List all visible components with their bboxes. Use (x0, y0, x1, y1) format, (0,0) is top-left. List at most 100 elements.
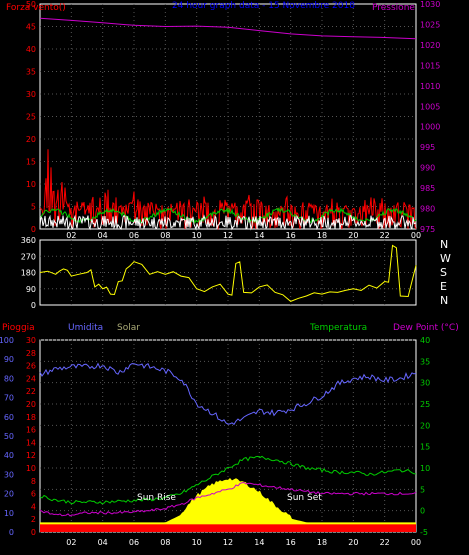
wind-axis-ticks: 0 5 10 15 20 25 30 35 40 45 50 (26, 0, 36, 234)
direction-tick-label: 90 (26, 285, 36, 294)
wind-average-series (39, 206, 417, 224)
x-tick-label: 18 (317, 538, 327, 547)
x-tick-label: 02 (66, 231, 76, 240)
temperature-tick-label: -5 (420, 528, 428, 537)
temperature-label: Temperatura (309, 323, 367, 333)
x-tick-label: 16 (286, 231, 296, 240)
wind-tick-label: 50 (26, 0, 36, 9)
rain-tick-label: 16 (26, 426, 36, 435)
pressure-tick-label: 1025 (420, 20, 440, 29)
rain-tick-label: 6 (31, 490, 36, 499)
x-tick-label: 10 (192, 231, 202, 240)
humidity-tick-label: 100 (0, 336, 14, 345)
x-tick-label: 06 (129, 538, 139, 547)
pressure-tick-label: 1030 (420, 0, 440, 9)
x-tick-label: 12 (223, 231, 233, 240)
rain-tick-label: 12 (26, 451, 36, 460)
pressure-tick-label: 990 (420, 164, 435, 173)
humidity-tick-label: 0 (9, 528, 14, 537)
humidity-tick-label: 40 (4, 451, 14, 460)
humidity-label: Umidita (68, 323, 103, 333)
pressure-label: Pressione (372, 3, 415, 13)
rain-tick-label: 26 (26, 362, 36, 371)
humidity-tick-label: 70 (4, 394, 14, 403)
wind-tick-label: 25 (26, 113, 36, 122)
direction-tick-label: 0 (31, 301, 36, 310)
wind-direction-line (39, 244, 417, 302)
direction-tick-label: 270 (21, 252, 36, 261)
dewpoint-label: Dew Point (°C) (393, 323, 459, 333)
x-tick-label: 12 (223, 538, 233, 547)
humidity-tick-label: 60 (4, 413, 14, 422)
temperature-tick-label: 25 (420, 400, 430, 409)
pressure-tick-label: 975 (420, 225, 435, 234)
wind-tick-label: 10 (26, 180, 36, 189)
panel1-x-ticks: 02 04 06 08 10 12 14 16 18 20 22 00 (66, 231, 421, 240)
humidity-tick-label: 30 (4, 470, 14, 479)
x-tick-label: 14 (254, 538, 264, 547)
x-tick-label: 02 (66, 538, 76, 547)
pressure-tick-label: 1000 (420, 123, 440, 132)
x-tick-label: 20 (348, 231, 358, 240)
wind-tick-label: 35 (26, 68, 36, 77)
compass-label: N (440, 294, 448, 307)
rain-tick-label: 30 (26, 336, 36, 345)
rain-tick-label: 10 (26, 464, 36, 473)
x-tick-label: 14 (254, 231, 264, 240)
humidity-tick-label: 80 (4, 374, 14, 383)
rain-tick-label: 2 (31, 515, 36, 524)
wind-tick-label: 5 (31, 203, 36, 212)
solar-label: Solar (117, 323, 140, 333)
wind-min-series (39, 214, 417, 231)
sunset-annotation: Sun Set (287, 493, 322, 503)
sunrise-annotation: Sun Rise (137, 493, 176, 503)
solar-area (40, 478, 416, 532)
rain-tick-label: 4 (31, 502, 36, 511)
direction-grid (40, 240, 416, 305)
x-tick-label: 20 (348, 538, 358, 547)
x-tick-label: 16 (286, 538, 296, 547)
rain-tick-label: 24 (26, 374, 36, 383)
pressure-tick-label: 1005 (420, 102, 440, 111)
panel3-x-ticks: 02 04 06 08 10 12 14 16 18 20 22 00 (66, 538, 421, 547)
x-tick-label: 06 (129, 231, 139, 240)
rain-tick-label: 14 (26, 438, 36, 447)
pressure-axis-ticks: 975 980 985 990 995 1000 1005 1010 1015 1020 1025 1… (420, 0, 440, 234)
temperature-line (39, 455, 417, 505)
rain-tick-label: 20 (26, 400, 36, 409)
temperature-tick-label: 35 (420, 357, 430, 366)
temperature-axis-ticks: -5 0 5 10 15 20 25 30 35 40 (420, 336, 430, 537)
temperature-tick-label: 30 (420, 379, 430, 388)
wind-gust-series (39, 149, 417, 231)
x-tick-label: 22 (380, 231, 390, 240)
wind-pressure-grid (40, 4, 416, 229)
temperature-tick-label: 15 (420, 443, 430, 452)
pressure-line (39, 17, 417, 40)
temperature-tick-label: 5 (420, 485, 425, 494)
pressure-tick-label: 1010 (420, 82, 440, 91)
wind-tick-label: 45 (26, 23, 36, 32)
pressure-tick-label: 995 (420, 143, 435, 152)
x-tick-label: 04 (98, 538, 108, 547)
x-tick-label: 22 (380, 538, 390, 547)
x-tick-label: 00 (411, 538, 421, 547)
wind-tick-label: 0 (31, 225, 36, 234)
dewpoint-line (39, 481, 417, 517)
humidity-tick-label: 20 (4, 490, 14, 499)
x-tick-label: 18 (317, 231, 327, 240)
chart-title: 24 hour graph data - 15 Novembre 2018 (172, 1, 355, 11)
wind-tick-label: 15 (26, 158, 36, 167)
wind-tick-label: 40 (26, 45, 36, 54)
temperature-tick-label: 20 (420, 421, 430, 430)
pressure-tick-label: 1020 (420, 41, 440, 50)
rain-baseline (40, 524, 416, 532)
compass-label: W (440, 252, 451, 265)
x-tick-label: 10 (192, 538, 202, 547)
humidity-tick-label: 90 (4, 355, 14, 364)
compass-label: E (440, 280, 447, 293)
compass-label: N (440, 238, 448, 251)
rain-tick-label: 28 (26, 349, 36, 358)
